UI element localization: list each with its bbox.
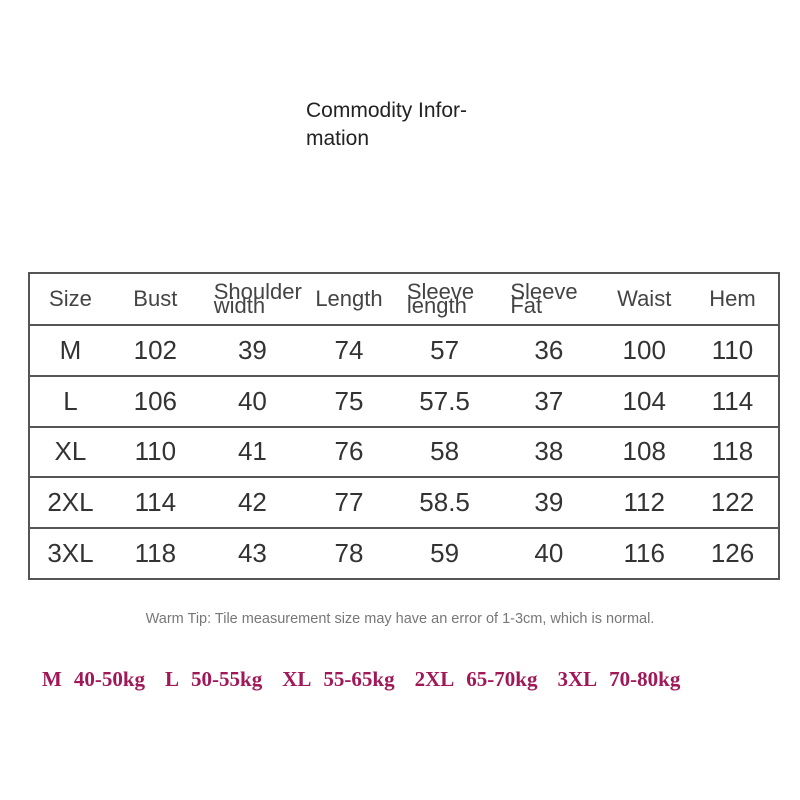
- header-cell: Shoulder width: [200, 273, 305, 325]
- header-line: length: [406, 293, 467, 318]
- header-cell: Bust: [133, 286, 178, 311]
- weight-range: 50-55kg: [191, 667, 263, 691]
- weight-size: 2XL: [414, 667, 455, 691]
- table-cell: 58.5: [419, 487, 470, 518]
- table-cell: 3XL: [47, 538, 94, 569]
- table-cell: 116: [623, 538, 665, 569]
- table-cell: 2XL: [47, 487, 94, 518]
- weight-size: L: [165, 667, 180, 691]
- table-cell: 110: [134, 436, 177, 467]
- header-cell: Length: [315, 286, 383, 311]
- table-cell: 40: [237, 385, 267, 416]
- table-cell: 59: [430, 538, 460, 569]
- title: Commodity Infor-mation: [306, 97, 467, 153]
- table-row: 2XL 114 42 77 58.5 39 112 122: [29, 477, 779, 529]
- table-cell: 57.5: [419, 385, 470, 416]
- header-cell: Hem: [709, 286, 756, 311]
- table-cell: 43: [237, 538, 267, 569]
- table-cell: 102: [133, 334, 178, 365]
- weight-size: M: [42, 667, 62, 691]
- table-cell: 122: [710, 487, 755, 518]
- weight-range: 70-80kg: [609, 667, 681, 691]
- title-line: mation: [306, 127, 370, 150]
- weight-range: 40-50kg: [73, 667, 146, 691]
- table-cell: 126: [710, 538, 755, 569]
- table-cell: 58: [430, 436, 460, 467]
- table-cell: 39: [534, 487, 564, 518]
- table-cell: L: [63, 385, 78, 416]
- table-cell: 74: [334, 334, 364, 365]
- table-cell: 78: [334, 538, 364, 569]
- table-row: L 106 40 75 57.5 37 104 114: [29, 376, 779, 427]
- header-line: Shoulder: [213, 279, 302, 304]
- header-cell: Sleeve Fat: [496, 273, 601, 325]
- table-cell: 77: [334, 487, 364, 518]
- table-row: M 102 39 74 57 36 100 110: [29, 325, 779, 376]
- weight-range: 65-70kg: [466, 667, 538, 691]
- table-cell: 38: [534, 436, 564, 467]
- title-line: Commodity Infor-: [306, 99, 468, 122]
- header-line: Sleeve: [406, 279, 475, 304]
- table-cell: 114: [711, 385, 754, 416]
- weight-size: 3XL: [557, 667, 598, 691]
- table-cell: 42: [237, 487, 267, 518]
- header-line: Sleeve: [510, 279, 578, 304]
- table-cell: 112: [623, 487, 665, 518]
- header-cell: Sleeve length: [393, 273, 496, 325]
- header-line: width: [213, 293, 266, 318]
- header-cell: Waist: [617, 286, 672, 311]
- header-row: Size Bust Shoulder width Length Sleeve length S…: [29, 273, 779, 325]
- table-cell: 110: [711, 334, 754, 365]
- warm-tip: Warm Tip: Tile measurement size may have…: [145, 611, 655, 627]
- table-cell: 57: [430, 334, 460, 365]
- table-cell: 118: [134, 538, 177, 569]
- size-table: Size Bust Shoulder width Length Sleeve length S…: [28, 272, 780, 580]
- table-row: 3XL 118 43 78 59 40 116 126: [29, 528, 779, 579]
- weight-guide: M 40-50kg L 50-55kg XL 55-65kg 2XL 65-70kg 3XL 70…: [42, 667, 700, 692]
- weight-size: XL: [282, 667, 312, 691]
- table-cell: 37: [534, 385, 564, 416]
- table-cell: XL: [54, 436, 87, 467]
- table-cell: 75: [334, 385, 364, 416]
- table-cell: 106: [133, 385, 178, 416]
- header-cell: Size: [49, 286, 92, 311]
- table-cell: 41: [237, 436, 267, 467]
- table-cell: 39: [237, 334, 267, 365]
- table-cell: 114: [134, 487, 177, 518]
- weight-range: 55-65kg: [323, 667, 395, 691]
- table-cell: 40: [534, 538, 564, 569]
- table-cell: 104: [622, 385, 666, 416]
- table-cell: M: [59, 334, 82, 365]
- table-cell: 36: [534, 334, 564, 365]
- table-cell: 118: [711, 436, 754, 467]
- table-cell: 100: [622, 334, 666, 365]
- table-cell: 76: [334, 436, 364, 467]
- header-line: Fat: [510, 293, 543, 318]
- table-row: XL 110 41 76 58 38 108 118: [29, 427, 779, 478]
- table-cell: 108: [622, 436, 666, 467]
